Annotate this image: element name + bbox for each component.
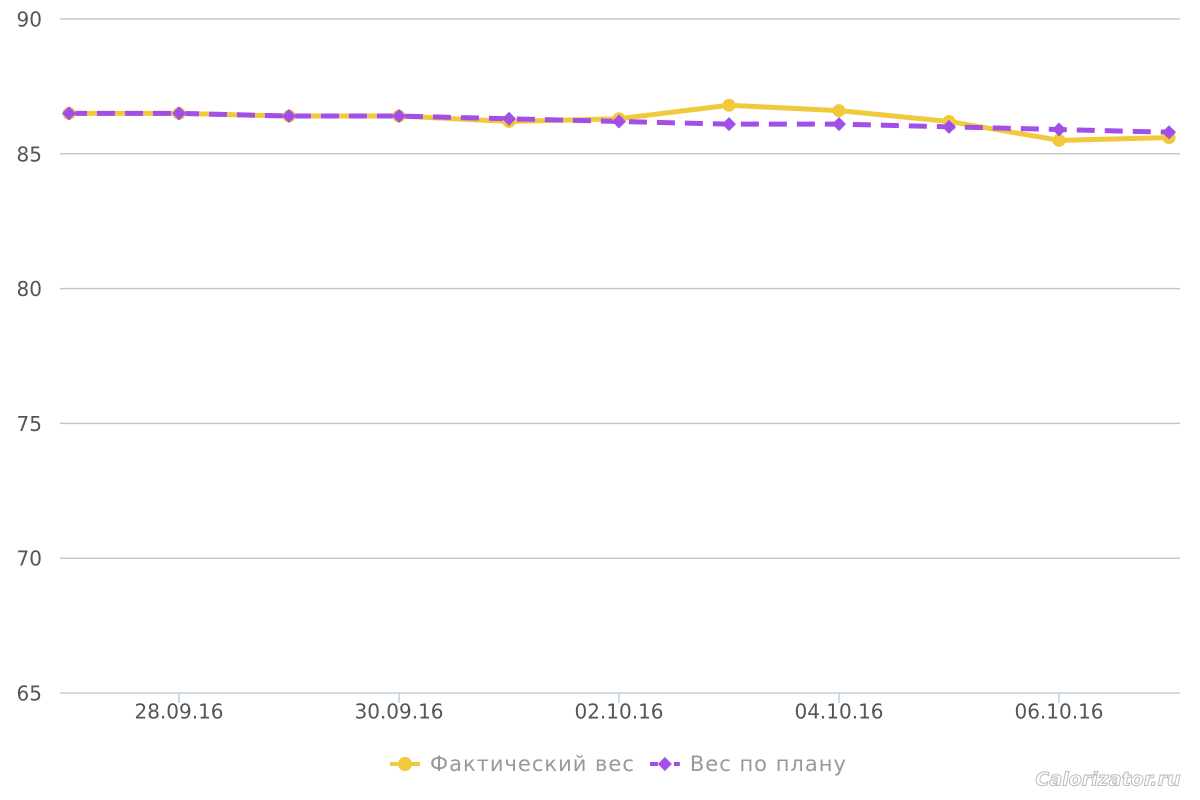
data-point (172, 106, 186, 121)
data-point (832, 117, 846, 132)
data-point (392, 109, 406, 124)
y-tick-label: 80 (17, 277, 42, 301)
x-tick-label: 28.09.16 (134, 700, 223, 724)
data-point (832, 104, 846, 118)
data-point (1052, 122, 1066, 137)
data-point (282, 109, 296, 124)
data-point (722, 117, 736, 132)
data-point (502, 111, 516, 126)
y-tick-label: 90 (17, 8, 42, 32)
legend-marker (657, 757, 672, 771)
x-tick-label: 30.09.16 (354, 700, 443, 724)
y-tick-label: 70 (17, 547, 42, 571)
legend-marker (398, 757, 412, 771)
x-tick-label: 04.10.16 (794, 700, 883, 724)
data-point (1052, 133, 1066, 147)
data-point (722, 98, 736, 112)
legend-label: Вес по плану (690, 752, 847, 776)
y-tick-label: 75 (17, 412, 42, 436)
x-tick-label: 06.10.16 (1014, 700, 1103, 724)
data-point (942, 119, 956, 134)
data-point (1162, 125, 1176, 140)
y-tick-label: 85 (17, 142, 42, 166)
legend-label: Фактический вес (430, 752, 635, 776)
x-tick-label: 02.10.16 (574, 700, 663, 724)
data-point (612, 114, 626, 129)
y-tick-label: 65 (17, 682, 42, 706)
series-line (69, 110, 1170, 135)
watermark: Calorizator.ru (1035, 769, 1180, 791)
data-point (62, 106, 76, 121)
